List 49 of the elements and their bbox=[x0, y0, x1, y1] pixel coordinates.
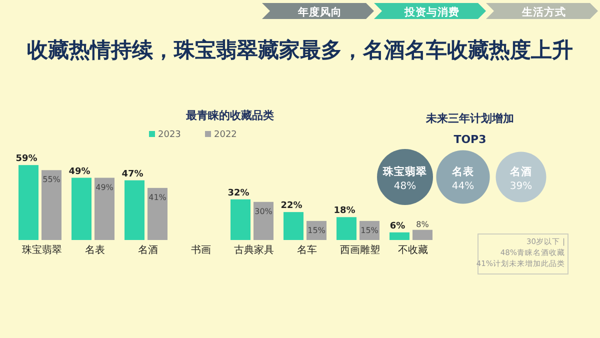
data-label: 39% bbox=[510, 181, 532, 192]
data-label: 41% bbox=[148, 192, 167, 202]
data-label: 6% bbox=[390, 221, 406, 232]
bar bbox=[42, 170, 62, 240]
x-tick-label: 书画 bbox=[191, 244, 211, 256]
bar bbox=[412, 230, 432, 240]
data-label: 30% bbox=[254, 206, 273, 216]
bar bbox=[254, 202, 274, 240]
bar bbox=[124, 180, 144, 240]
data-label: 32% bbox=[228, 188, 250, 198]
data-label: 48% bbox=[394, 181, 416, 192]
x-tick-label: 珠宝翡翠 bbox=[22, 244, 62, 256]
x-tick-label: 不收藏 bbox=[398, 244, 428, 256]
data-label: 18% bbox=[334, 206, 356, 216]
x-tick-label: 西画雕塑 bbox=[340, 244, 380, 256]
x-tick-label: 古典家具 bbox=[234, 244, 274, 256]
category-label: 珠宝翡翠 bbox=[382, 165, 427, 178]
category-label: 名酒 bbox=[509, 165, 532, 178]
text: 生活方式 bbox=[521, 6, 566, 18]
text: TOP3 bbox=[454, 133, 486, 146]
bar bbox=[336, 217, 356, 240]
text: 收藏热情持续，珠宝翡翠藏家最多，名酒名车收藏热度上升 bbox=[27, 38, 573, 62]
x-tick-label: 名酒 bbox=[138, 244, 158, 256]
data-label: 22% bbox=[280, 201, 302, 212]
bar bbox=[72, 178, 92, 240]
text: 未来三年计划增加 bbox=[425, 112, 514, 125]
bar bbox=[284, 212, 304, 240]
bar bbox=[18, 165, 38, 240]
x-tick-label: 名车 bbox=[297, 244, 317, 256]
category-label: 名表 bbox=[451, 165, 475, 178]
bar bbox=[94, 178, 114, 240]
legend-label: 2023 bbox=[158, 130, 181, 140]
bar bbox=[148, 188, 168, 240]
bar bbox=[230, 199, 250, 240]
legend-label: 2022 bbox=[214, 130, 237, 140]
x-tick-label: 名表 bbox=[85, 244, 105, 256]
text: 年度风向 bbox=[297, 6, 342, 18]
text: 投资与消费 bbox=[404, 6, 460, 18]
data-label: 49% bbox=[96, 182, 114, 192]
data-label: 15% bbox=[308, 226, 326, 235]
chart-title: 最青睐的收藏品类 bbox=[185, 109, 274, 122]
data-label: 59% bbox=[16, 154, 38, 164]
data-label: 47% bbox=[122, 169, 144, 180]
data-label: 44% bbox=[452, 181, 474, 192]
data-label: 15% bbox=[360, 226, 379, 235]
data-label: 49% bbox=[68, 166, 90, 177]
bar bbox=[390, 232, 410, 240]
data-label: 55% bbox=[42, 175, 61, 184]
data-label: 8% bbox=[416, 220, 430, 229]
